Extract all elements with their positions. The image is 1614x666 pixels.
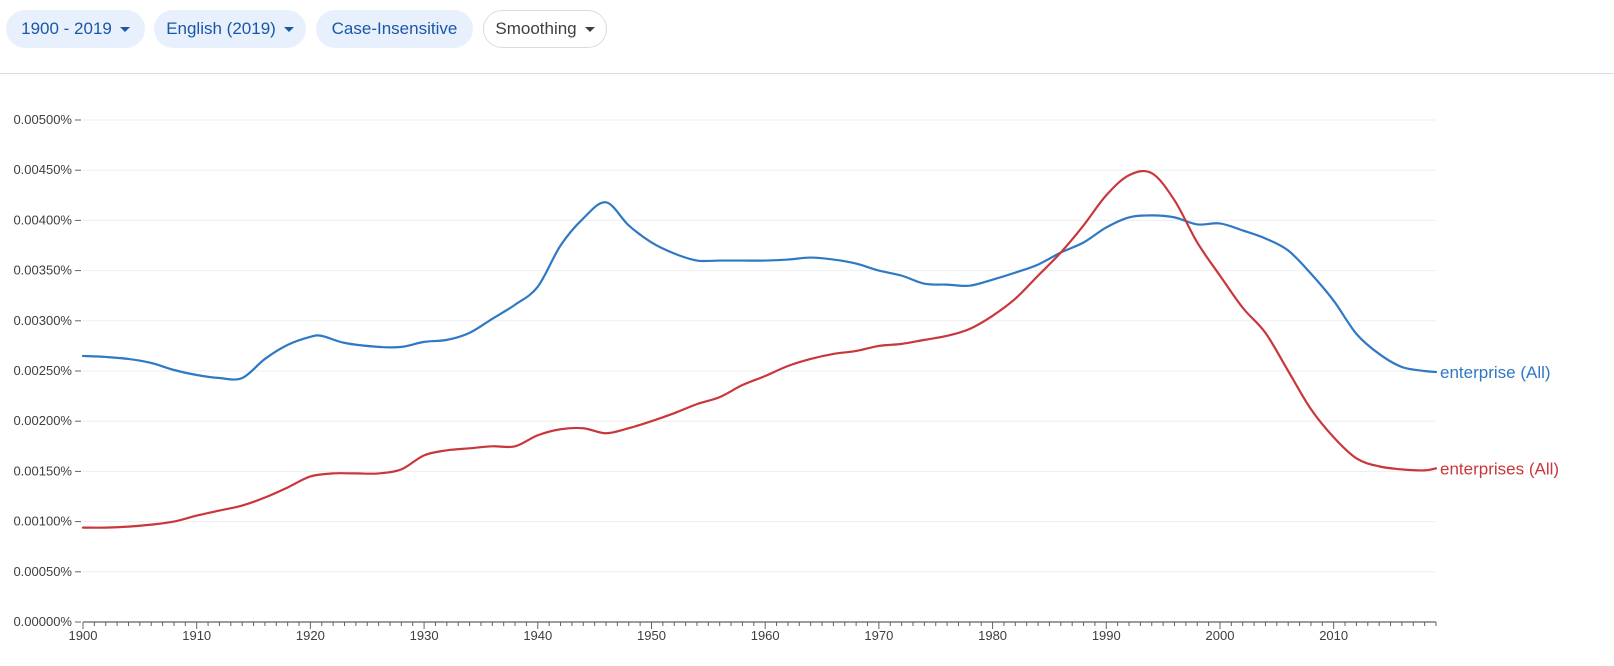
corpus-label: English (2019) (166, 19, 276, 38)
x-tick-label: 1950 (637, 628, 666, 643)
y-tick-label: 0.00450% (13, 162, 72, 177)
query-toolbar: 1900 - 2019 English (2019) Case-Insensit… (0, 0, 1614, 74)
y-tick-label: 0.00400% (13, 212, 72, 227)
x-tick-label: 1980 (978, 628, 1007, 643)
ngram-line-chart: 0.00000% 0.00050% 0.00100% 0.00150% 0.00200%… (13, 112, 1559, 643)
x-tick-label: 1900 (69, 628, 98, 643)
axes: 0.00000% 0.00050% 0.00100% 0.00150% 0.00200%… (13, 112, 1437, 643)
x-tick-label: 1910 (182, 628, 211, 643)
y-tick-label: 0.00150% (13, 463, 72, 478)
y-tick-label: 0.00100% (13, 514, 72, 529)
x-tick-label: 2010 (1319, 628, 1348, 643)
series-lines (81, 169, 1438, 529)
x-tick-label: 1940 (523, 628, 552, 643)
case-insensitive-toggle[interactable]: Case-Insensitive (316, 10, 473, 48)
chevron-down-icon (584, 26, 595, 32)
y-tick-label: 0.00250% (13, 363, 72, 378)
smoothing-dropdown[interactable]: Smoothing (483, 10, 607, 48)
y-tick-label: 0.00500% (13, 112, 72, 127)
y-tick-label: 0.00350% (13, 263, 72, 278)
year-range-dropdown[interactable]: 1900 - 2019 (6, 10, 145, 48)
case-insensitive-label: Case-Insensitive (331, 19, 458, 38)
y-tick-label: 0.00300% (13, 313, 72, 328)
y-tick-label: 0.00000% (13, 614, 72, 629)
chevron-down-icon (119, 26, 130, 32)
grid-lines (83, 119, 1436, 573)
x-tick-label: 1930 (410, 628, 439, 643)
series-label-enterprise[interactable]: enterprise (All) (1440, 363, 1551, 382)
smoothing-label: Smoothing (495, 19, 577, 38)
x-tick-label: 1920 (296, 628, 325, 643)
series-label-enterprises[interactable]: enterprises (All) (1440, 459, 1559, 478)
x-tick-label: 2000 (1206, 628, 1235, 643)
y-tick-label: 0.00050% (13, 564, 72, 579)
x-tick-label: 1970 (864, 628, 893, 643)
series-line-enterprises[interactable] (81, 169, 1438, 529)
series-labels: enterprise (All) enterprises (All) (1440, 363, 1559, 478)
x-tick-label: 1960 (751, 628, 780, 643)
series-line-enterprise[interactable] (81, 201, 1438, 381)
y-tick-label: 0.00200% (13, 413, 72, 428)
corpus-dropdown[interactable]: English (2019) (154, 10, 306, 48)
x-tick-label: 1990 (1092, 628, 1121, 643)
year-range-label: 1900 - 2019 (21, 19, 112, 38)
chevron-down-icon (283, 26, 294, 32)
